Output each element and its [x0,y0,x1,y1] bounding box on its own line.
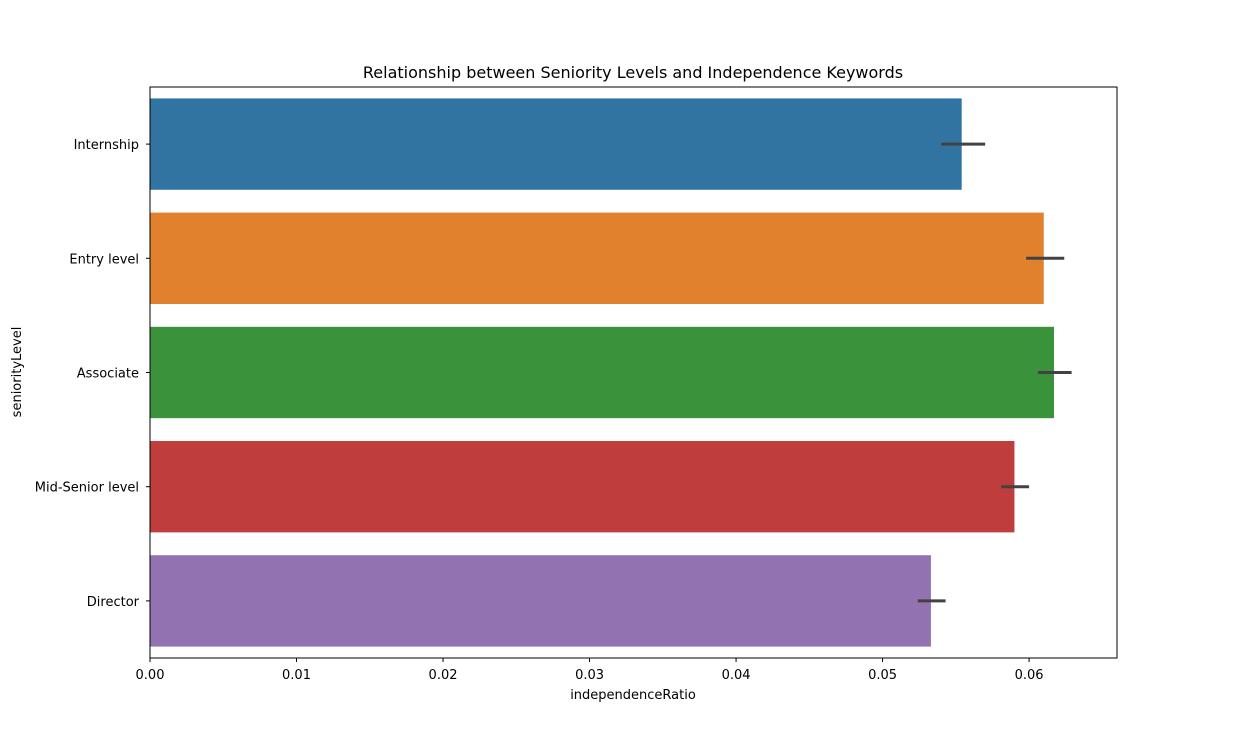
x-axis-label: independenceRatio [570,688,696,703]
x-tick-label: 0.00 [136,668,165,683]
bar-entry-level [150,212,1044,304]
x-tick-label: 0.02 [429,668,458,683]
y-axis-ticks: Internship Entry level Associate Mid-Senior… [35,138,150,610]
bar-mid-senior-level [150,441,1015,533]
x-tick-label: 0.06 [1015,668,1044,683]
error-bars-group [917,142,1072,603]
chart-title: Relationship between Seniority Levels an… [363,63,903,82]
x-tick-label: 0.01 [282,668,311,683]
x-tick-label: 0.04 [722,668,751,683]
bar-internship [150,98,962,190]
y-tick-label: Associate [77,367,139,382]
bars-group [150,98,1054,647]
y-axis-label: seniorityLevel [10,327,25,418]
x-tick-label: 0.05 [868,668,897,683]
y-tick-label: Internship [74,138,139,153]
y-tick-label: Mid-Senior level [35,481,139,496]
y-tick-label: Director [87,595,140,610]
y-tick-label: Entry level [69,252,139,267]
x-axis-ticks: 0.00 0.01 0.02 0.03 0.04 0.05 0.06 [136,658,1044,683]
bar-director [150,555,931,647]
bar-associate [150,326,1054,419]
x-tick-label: 0.03 [575,668,604,683]
